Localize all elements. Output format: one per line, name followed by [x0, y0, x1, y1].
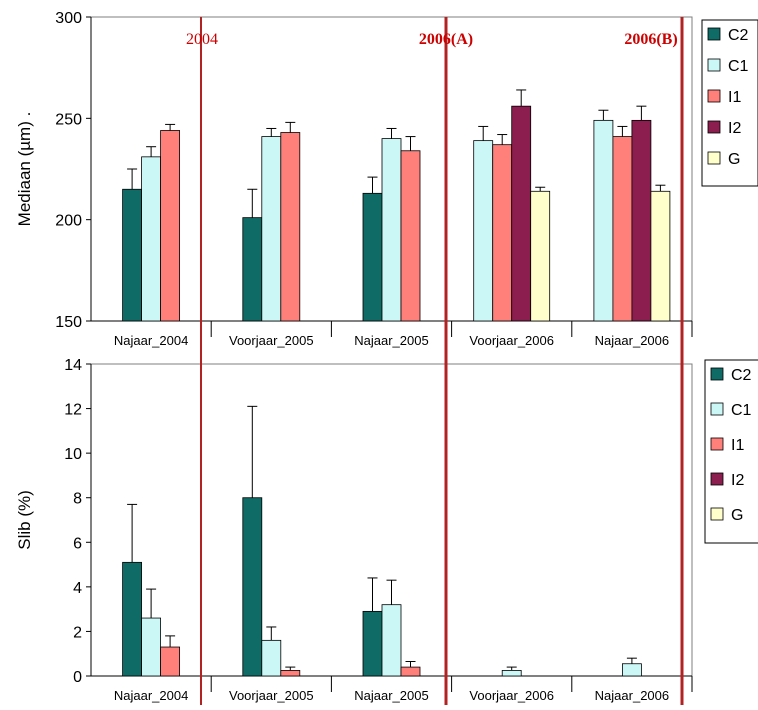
bar-C1 [141, 156, 162, 322]
bar-I2 [511, 105, 532, 322]
legend-label-I2: I2 [728, 120, 741, 137]
x-tick-label: Voorjaar_2005 [229, 333, 314, 348]
y-axis-title: Slib (%) [15, 490, 34, 550]
bar-G [530, 190, 551, 322]
bar-C2 [122, 188, 142, 322]
y-tick-label: 300 [55, 10, 82, 27]
bar-C1 [261, 639, 282, 677]
legend-swatch-C1 [710, 402, 724, 416]
bar-I1 [160, 130, 181, 322]
legend-swatch-I1 [707, 89, 721, 103]
y-tick-label: 250 [55, 111, 82, 128]
x-tick-label: Voorjaar_2006 [469, 688, 554, 703]
panel-1: 150 200 250 300 Najaar_2004 Voorjaar_2005 Naja… [15, 10, 758, 348]
legend-swatch-I1 [710, 437, 724, 451]
bar-I2 [631, 119, 652, 322]
bar-I1 [160, 646, 181, 677]
legend-box [704, 359, 758, 544]
bar-C2 [242, 497, 263, 677]
legend-label-I1: I1 [728, 89, 741, 106]
y-tick-label: 0 [73, 669, 82, 686]
legend-swatch-C2 [710, 367, 724, 381]
x-tick-label: Najaar_2006 [595, 333, 669, 348]
bar-I1 [280, 132, 301, 322]
y-tick-label: 6 [73, 535, 82, 552]
bar-C1 [473, 140, 494, 322]
bar-C1 [141, 617, 162, 677]
legend-label-C2: C2 [728, 27, 749, 44]
legend-swatch-G [707, 151, 721, 165]
legend-swatch-C1 [707, 58, 721, 72]
legend-label-I2: I2 [731, 472, 744, 489]
panel-2: 0 2 4 6 8 10 12 14 Najaar_2004 Voorjaar_2005 Najaa… [15, 357, 758, 703]
legend-swatch-G [710, 507, 724, 521]
y-tick-label: 10 [64, 446, 82, 463]
legend-swatch-C2 [707, 27, 721, 41]
bar-I1 [400, 150, 421, 322]
bar-C1 [261, 136, 282, 322]
bar-C1 [381, 138, 402, 322]
legend-label-G: G [728, 151, 740, 168]
bar-I1 [280, 670, 301, 677]
legend-label-I1: I1 [731, 437, 744, 454]
bar-I1 [400, 666, 421, 677]
period-marker-label: 2006(A) [419, 31, 473, 48]
x-tick-label: Najaar_2004 [114, 688, 188, 703]
bar-C1 [381, 604, 402, 677]
y-tick-label: 14 [64, 357, 82, 374]
bar-C2 [362, 610, 383, 677]
y-tick-label: 200 [55, 213, 82, 230]
y-tick-label: 12 [64, 402, 82, 419]
bar-I1 [492, 144, 513, 322]
x-tick-label: Najaar_2005 [354, 333, 428, 348]
legend-label-C2: C2 [731, 367, 752, 384]
legend-swatch-I2 [710, 472, 724, 486]
legend-swatch-I2 [707, 120, 721, 134]
y-tick-label: 4 [73, 580, 82, 597]
y-axis-title: Mediaan (µm) . [15, 112, 34, 227]
bar-C1 [622, 663, 642, 677]
legend-label-C1: C1 [728, 58, 749, 75]
bar-C1 [501, 670, 522, 677]
bar-C2 [122, 561, 142, 677]
x-tick-label: Voorjaar_2005 [229, 688, 314, 703]
x-tick-label: Najaar_2004 [114, 333, 188, 348]
legend-label-C1: C1 [731, 402, 752, 419]
bar-C1 [593, 119, 614, 322]
bar-I1 [612, 136, 633, 322]
bar-G [650, 190, 671, 322]
bar-C2 [242, 217, 263, 322]
y-tick-label: 150 [55, 314, 82, 331]
x-tick-label: Voorjaar_2006 [469, 333, 554, 348]
x-tick-label: Najaar_2006 [595, 688, 669, 703]
x-tick-label: Najaar_2005 [354, 688, 428, 703]
period-marker-label: 2006(B) [624, 31, 677, 48]
period-marker-label: 2004 [186, 31, 218, 48]
y-tick-label: 2 [73, 624, 82, 641]
legend-label-G: G [731, 507, 743, 524]
bar-C2 [362, 192, 383, 322]
y-tick-label: 8 [73, 491, 82, 508]
